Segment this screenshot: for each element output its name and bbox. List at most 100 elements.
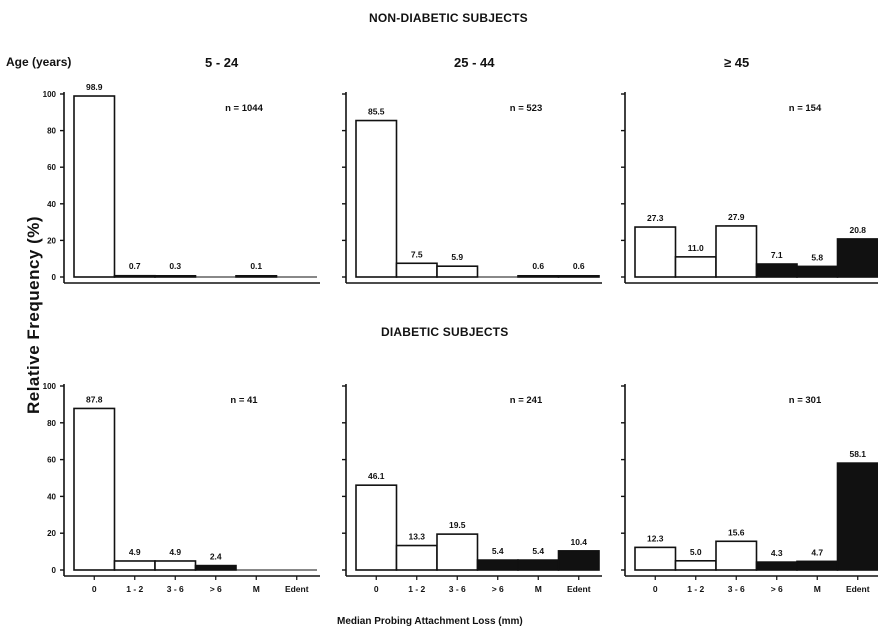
y-tick-label: 60 <box>47 163 56 172</box>
bar <box>634 226 677 278</box>
data-label: 85.5 <box>368 107 385 117</box>
data-label: 87.8 <box>86 394 103 404</box>
bar <box>796 265 839 278</box>
bar <box>557 274 600 278</box>
data-label: 4.7 <box>811 547 823 557</box>
x-axis-label: Median Probing Attachment Loss (mm) <box>337 616 523 627</box>
bar <box>674 256 717 278</box>
n-label: n = 241 <box>510 395 543 406</box>
bar <box>836 462 878 571</box>
data-label: 4.3 <box>771 548 783 558</box>
data-label: 0.1 <box>250 261 262 271</box>
x-tick-label: 1 - 2 <box>408 584 425 594</box>
y-tick-label: 100 <box>43 382 57 391</box>
data-label: 27.3 <box>647 213 664 223</box>
y-tick-label: 60 <box>47 456 56 465</box>
x-tick-label: 3 - 6 <box>449 584 466 594</box>
bar <box>755 263 798 278</box>
bar <box>113 560 156 571</box>
n-label: n = 301 <box>789 395 822 406</box>
bar <box>154 274 197 278</box>
y-tick-label: 100 <box>43 90 57 99</box>
bar <box>355 484 398 571</box>
bar <box>154 560 197 571</box>
x-tick-label: 0 <box>92 584 97 594</box>
bar <box>517 274 560 278</box>
x-tick-label: M <box>253 584 260 594</box>
data-label: 27.9 <box>728 212 745 222</box>
x-tick-label: Edent <box>846 584 870 594</box>
n-label: n = 154 <box>789 103 822 114</box>
data-label: 0.3 <box>169 261 181 271</box>
data-label: 4.9 <box>169 547 181 557</box>
x-tick-label: 3 - 6 <box>728 584 745 594</box>
bar <box>755 561 798 571</box>
age-group-3: ≥ 45 <box>724 55 750 70</box>
data-label: 5.4 <box>532 546 544 556</box>
data-label: 5.0 <box>690 547 702 557</box>
bar <box>113 274 156 278</box>
bar <box>355 119 398 278</box>
bar <box>476 559 519 571</box>
y-tick-label: 0 <box>52 273 57 282</box>
data-label: 4.9 <box>129 547 141 557</box>
y-tick-label: 80 <box>47 419 56 428</box>
age-group-2: 25 - 44 <box>454 55 495 70</box>
x-tick-label: > 6 <box>771 584 783 594</box>
data-label: 15.6 <box>728 527 745 537</box>
data-label: 13.3 <box>408 532 425 542</box>
data-label: 0.7 <box>129 261 141 271</box>
data-label: 7.1 <box>771 250 783 260</box>
y-tick-label: 40 <box>47 492 56 501</box>
bar <box>796 560 839 571</box>
bar <box>235 274 278 278</box>
data-label: 20.8 <box>849 225 866 235</box>
bar <box>557 550 600 571</box>
bar <box>674 559 717 571</box>
y-tick-label: 40 <box>47 200 56 209</box>
bar <box>436 265 479 278</box>
bar <box>517 559 560 571</box>
data-label: 5.9 <box>451 252 463 262</box>
data-label: 58.1 <box>849 449 866 459</box>
data-label: 10.4 <box>570 537 587 547</box>
data-label: 2.4 <box>210 552 222 562</box>
age-group-1: 5 - 24 <box>205 55 239 70</box>
data-label: 11.0 <box>688 243 704 253</box>
n-label: n = 41 <box>230 395 258 406</box>
bar <box>194 564 237 571</box>
data-label: 5.4 <box>492 546 504 556</box>
y-tick-label: 20 <box>47 529 56 538</box>
n-label: n = 523 <box>510 103 542 114</box>
x-tick-label: > 6 <box>210 584 222 594</box>
y-tick-label: 80 <box>47 127 56 136</box>
x-tick-label: 3 - 6 <box>167 584 184 594</box>
data-label: 7.5 <box>411 249 423 259</box>
data-label: 0.6 <box>573 261 585 271</box>
bar <box>73 95 116 278</box>
x-tick-label: 0 <box>653 584 658 594</box>
bar <box>395 544 438 571</box>
x-tick-label: M <box>814 584 821 594</box>
n-label: n = 1044 <box>225 103 263 114</box>
bar <box>836 238 878 278</box>
title-diabetic: DIABETIC SUBJECTS <box>381 325 509 339</box>
bar <box>395 262 438 278</box>
data-label: 19.5 <box>449 520 466 530</box>
bar <box>715 225 758 278</box>
data-label: 5.8 <box>811 252 823 262</box>
age-label: Age (years) <box>6 55 72 69</box>
title-non-diabetic: NON-DIABETIC SUBJECTS <box>369 11 528 25</box>
data-label: 98.9 <box>86 82 103 92</box>
x-tick-label: Edent <box>567 584 591 594</box>
data-label: 46.1 <box>368 471 385 481</box>
x-tick-label: Edent <box>285 584 309 594</box>
x-tick-label: > 6 <box>492 584 504 594</box>
x-tick-label: 0 <box>374 584 379 594</box>
x-tick-label: 1 - 2 <box>687 584 704 594</box>
y-tick-label: 20 <box>47 236 56 245</box>
y-tick-label: 0 <box>52 566 57 575</box>
bar <box>634 546 677 571</box>
bar <box>715 540 758 571</box>
